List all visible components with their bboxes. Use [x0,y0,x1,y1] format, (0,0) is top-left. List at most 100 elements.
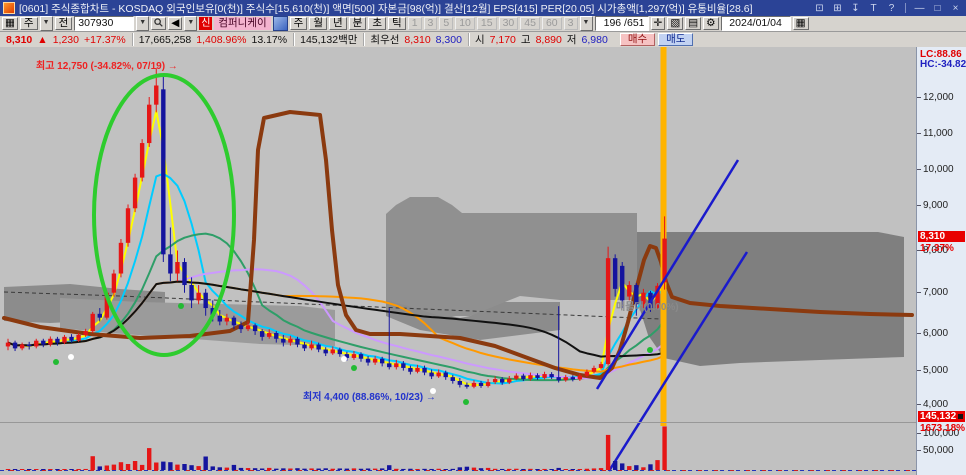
chart-style-icon[interactable]: ▦ [2,17,18,30]
duplicate-window-icon[interactable]: ⊞ [833,2,842,14]
period-month-button[interactable]: 월 [309,17,327,30]
tick-mark [917,132,921,134]
period-minute-button[interactable]: 분 [348,17,367,30]
candle-body [97,313,102,318]
candle-body [577,375,583,380]
volume-bar [365,468,371,470]
candle-body [267,333,272,337]
axis-tick: 11,000 [917,128,953,139]
period-tick-button[interactable]: 틱 [388,17,406,30]
volume-bar [358,468,364,470]
candle-body [415,367,420,372]
capture-tool-icon[interactable]: ▧ [667,17,684,30]
sound-alert-icon[interactable]: ◀ [168,17,183,30]
preset-45-button[interactable]: 45 [520,17,540,30]
volume-bar [584,468,590,470]
volume-bar [76,469,81,470]
minimize-button[interactable]: — [914,2,925,14]
candle-body [570,377,575,380]
candle-body [507,378,512,383]
volume-bar [309,468,314,470]
candle-body [175,262,180,274]
chevron-down-icon[interactable]: ▼ [579,16,593,31]
candle-body [394,363,399,368]
close-button[interactable]: × [952,2,959,14]
volume-bar [648,464,653,470]
high-compare-label: HC:-34.82 [920,59,966,70]
chart-toolbar: ▦ 주 ▼ 전 307930 ▼ ◀ ▼ 신 컴퍼니케이 주 월 년 분 초 틱… [0,16,966,32]
interval-combo[interactable]: 3 [563,17,578,30]
candle-body [365,358,371,363]
volume-bar [514,468,519,470]
price-axis[interactable]: LC:88.86 HC:-34.82 12,000 11,000 10,000 9,000… [916,47,966,475]
candle-body [584,371,590,376]
tick-mark [917,449,921,451]
chart-canvas[interactable]: 최고 12,750 (-34.82%, 07/19) → 최저 4,400 (88… [0,47,916,475]
volume-bar [55,469,60,470]
candle-body [598,364,604,368]
candle-body [351,354,357,358]
open-label: 시 [474,34,485,46]
candle-body [612,258,618,289]
settings-gear-icon[interactable]: ⚙ [703,17,719,30]
preset-10-button[interactable]: 10 [455,17,475,30]
volume-bar [655,460,660,470]
period-second-button[interactable]: 초 [368,17,387,30]
volume-bar [210,466,215,470]
chevron-down-icon[interactable]: ▼ [184,16,198,31]
preset-1-button[interactable]: 1 [407,17,422,30]
restore-layout-icon[interactable]: ⊡ [815,2,824,14]
text-tool-icon[interactable]: T [870,2,877,14]
candle-body [436,372,441,377]
best-quote-label: 최우선 [370,34,400,46]
volume-bar [132,461,138,470]
date-input[interactable]: 2024/01/04 [720,16,791,31]
candle-body [450,377,455,381]
search-icon[interactable] [151,17,167,30]
tick-mark [917,96,921,98]
volume-bar [196,466,201,470]
candle-body [111,273,117,293]
volume-bar [69,469,74,470]
preset-5-button[interactable]: 5 [439,17,454,30]
volume-bar [125,464,131,470]
high-label: 고 [520,34,531,46]
calendar-icon[interactable]: ▦ [792,17,809,30]
preset-60-button[interactable]: 60 [541,17,562,30]
ellipse-annotation [92,73,236,357]
candle-body [55,338,60,343]
volume-bar [464,466,470,470]
volume-bar [118,462,124,470]
candle-body [62,336,67,343]
maximize-button[interactable]: □ [934,2,941,14]
candle-body [245,325,251,330]
chevron-down-icon[interactable]: ▼ [136,16,150,31]
stock-code-input[interactable]: 307930 [74,16,135,31]
buy-button[interactable]: 매수 [619,33,656,46]
badge-marker-square [958,414,963,419]
chevron-down-icon[interactable]: ▼ [39,16,53,31]
preset-15-button[interactable]: 15 [476,17,497,30]
stock-lock-icon[interactable] [272,16,288,31]
preset-3-button[interactable]: 3 [423,17,438,30]
preset-30-button[interactable]: 30 [498,17,519,30]
pan-tool-icon[interactable]: ✛ [650,17,666,30]
volume-bar [168,462,173,470]
stock-name-label[interactable]: 컴퍼니케이 [214,17,271,30]
volume-value: 17,665,258 [138,33,192,46]
candle-body [620,265,625,301]
sell-button[interactable]: 매도 [658,33,694,46]
asset-type-combo[interactable]: 주 [19,17,38,30]
help-icon[interactable]: ? [888,2,895,14]
volume-bar [535,469,540,470]
candle-body [132,177,138,209]
prev-stock-button[interactable]: 전 [54,17,73,30]
candle-body [154,85,159,105]
tick-mark [917,432,921,434]
pin-icon[interactable]: ↧ [851,2,860,14]
save-icon[interactable]: ▤ [685,17,702,30]
volume-bar [154,462,159,470]
candle-body [429,372,434,377]
period-week-button[interactable]: 주 [289,17,308,30]
period-year-button[interactable]: 년 [329,17,347,30]
